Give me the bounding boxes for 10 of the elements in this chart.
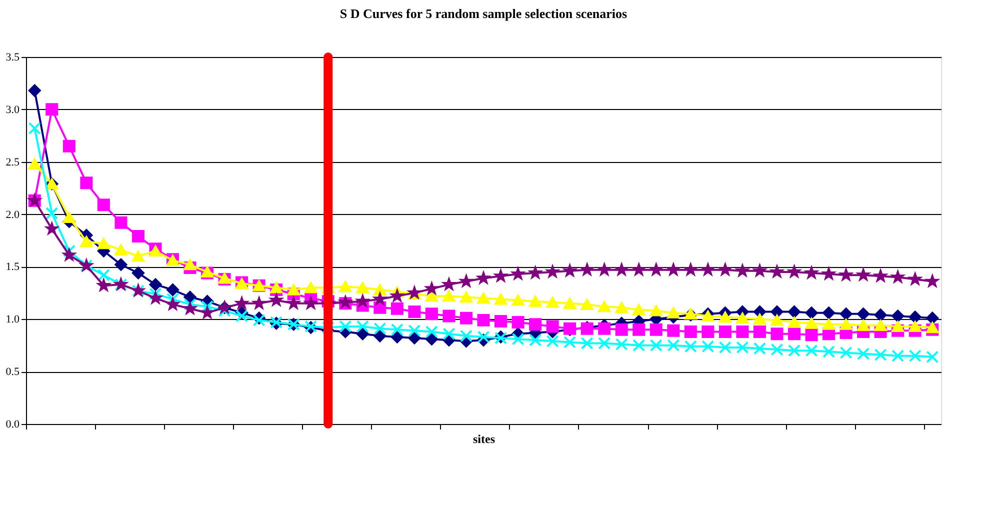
y-tick-label: 3.0 xyxy=(6,104,20,116)
y-tick-label: 2.0 xyxy=(6,208,20,221)
x-axis-title: sites xyxy=(473,432,496,446)
y-tick-label: 2.5 xyxy=(6,156,20,168)
y-tick-label: 1.0 xyxy=(6,314,20,326)
chart-title: S D Curves for 5 random sample selection scenarios xyxy=(340,6,628,21)
y-tick-label: 3.5 xyxy=(6,52,20,64)
y-tick-label: 1.5 xyxy=(6,261,20,274)
y-tick-label: 0.0 xyxy=(6,418,20,430)
y-tick-label: 0.5 xyxy=(6,366,20,378)
